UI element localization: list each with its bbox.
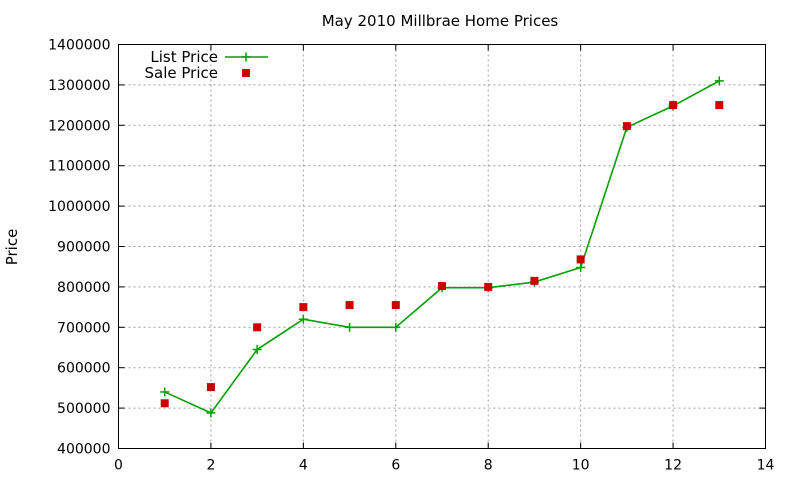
sale-price-point	[484, 282, 493, 291]
y-tick-label: 1200000	[48, 118, 110, 134]
x-tick-label: 10	[572, 458, 590, 474]
sale-price-point	[622, 122, 631, 131]
legend-square-marker	[242, 69, 250, 77]
x-tick-label: 8	[484, 458, 493, 474]
x-tick-label: 4	[299, 458, 308, 474]
sale-price-point	[253, 323, 262, 332]
y-axis-label: Price	[3, 229, 21, 266]
grid	[118, 44, 766, 449]
list-price-point	[298, 314, 308, 324]
list-price-point	[206, 408, 216, 418]
y-tick-label: 700000	[57, 320, 110, 336]
x-tick-label: 2	[206, 458, 215, 474]
chart-title: May 2010 Millbrae Home Prices	[322, 12, 559, 30]
sale-price-point	[715, 101, 724, 110]
x-tick-label: 0	[114, 458, 123, 474]
sale-price-point	[391, 301, 400, 310]
y-tick-label: 900000	[57, 240, 110, 256]
y-tick-label: 400000	[57, 442, 110, 458]
y-tick-label: 1300000	[48, 78, 110, 94]
list-price-point	[160, 387, 170, 397]
list-price-point	[345, 322, 355, 332]
list-price-point	[714, 76, 724, 86]
axis-ticks: 0 2 4 6 8 10 12 14 400000 500000 600000 700000 80000…	[48, 38, 774, 474]
sale-price-point	[530, 276, 539, 285]
list-price-line	[164, 80, 720, 414]
x-tick-label: 14	[757, 458, 775, 474]
sale-price-point	[160, 399, 169, 408]
sale-price-point	[669, 101, 678, 110]
sale-price-point	[345, 301, 354, 310]
x-tick-label: 6	[391, 458, 400, 474]
y-tick-label: 1000000	[48, 199, 110, 215]
sale-price-point	[206, 383, 215, 392]
sale-price-point	[438, 282, 446, 291]
legend-label: Sale Price	[145, 64, 218, 82]
x-tick-label: 12	[664, 458, 682, 474]
series-sale-price	[160, 101, 724, 408]
sale-price-point	[299, 303, 308, 312]
y-tick-label: 600000	[57, 361, 110, 377]
y-tick-label: 500000	[57, 401, 110, 417]
y-tick-label: 1400000	[48, 38, 110, 54]
y-tick-label: 1100000	[48, 159, 110, 175]
list-price-point	[252, 345, 262, 355]
sale-price-point	[576, 255, 585, 264]
plot-area	[160, 76, 724, 418]
list-price-point	[576, 263, 586, 273]
plot-frame	[118, 44, 766, 449]
y-tick-label: 800000	[57, 280, 110, 296]
legend-plus-marker	[241, 52, 251, 62]
list-price-point	[391, 322, 401, 332]
legend-label: List Price	[150, 48, 218, 66]
